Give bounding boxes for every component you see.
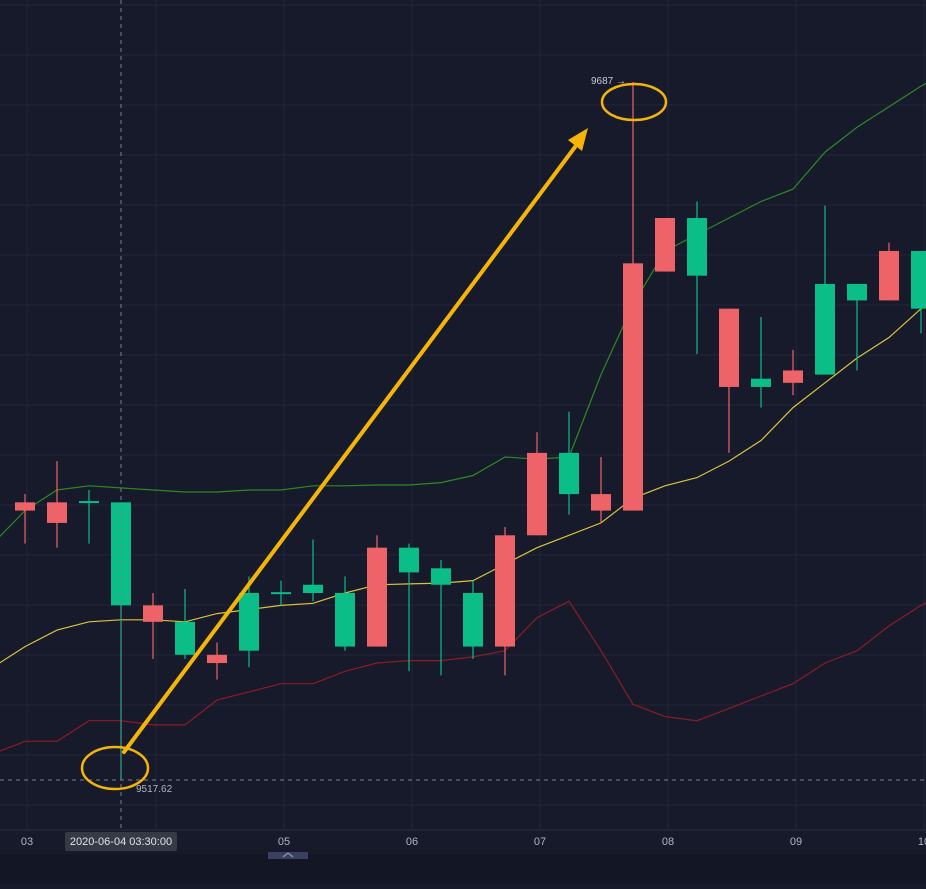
candle-body xyxy=(143,605,163,622)
x-tick-label: 06 xyxy=(406,836,418,848)
candle-body xyxy=(367,547,387,647)
crosshair: 9517.62 xyxy=(0,0,926,830)
crosshair-time-tag xyxy=(65,832,177,851)
candle-body xyxy=(815,283,835,375)
candle-down xyxy=(367,535,387,647)
candle-up xyxy=(303,539,323,602)
low-price-label: 9517.62 xyxy=(136,784,173,795)
time-axis[interactable]: 03040506070809102020-06-04 03:30:00 xyxy=(0,829,926,884)
x-tick-label: 07 xyxy=(534,836,546,848)
x-tick-label: 09 xyxy=(790,836,802,848)
candle-up xyxy=(463,580,483,659)
candle-body xyxy=(463,592,483,647)
candle-body xyxy=(495,535,515,647)
candle-body xyxy=(303,584,323,593)
candle-body xyxy=(47,502,67,523)
candle-down xyxy=(207,642,227,680)
candle-up xyxy=(239,576,259,668)
candle-body xyxy=(207,654,227,664)
candle-down xyxy=(47,461,67,548)
candle-body xyxy=(399,547,419,573)
candle-up xyxy=(751,316,771,408)
candle-body xyxy=(335,592,355,647)
candle-up xyxy=(335,576,355,651)
x-tick-label: 03 xyxy=(21,836,33,848)
candle-body xyxy=(719,308,739,387)
candle-down xyxy=(879,242,899,301)
candle-up xyxy=(79,489,99,544)
high-price-label: 9687 → xyxy=(591,76,626,87)
candle-down xyxy=(719,308,739,453)
x-tick-label: 05 xyxy=(278,836,290,848)
candle-down xyxy=(655,217,675,272)
candle-body xyxy=(15,502,35,511)
low-circle-annotation[interactable] xyxy=(80,745,150,791)
candle-body xyxy=(559,452,579,495)
candle-body xyxy=(239,592,259,651)
candle-up xyxy=(431,560,451,676)
candle-down xyxy=(527,432,547,536)
bottom-panel xyxy=(0,854,926,884)
candle-up xyxy=(559,411,579,515)
candle-body xyxy=(687,217,707,276)
candle-down xyxy=(783,349,803,396)
candle-body xyxy=(911,250,926,309)
candle-up xyxy=(815,205,835,375)
candle-body xyxy=(879,250,899,301)
candle-body xyxy=(751,378,771,387)
candle-body xyxy=(655,217,675,272)
candles xyxy=(15,82,926,781)
x-tick-label: 10 xyxy=(918,836,926,848)
candle-up xyxy=(847,283,867,371)
candle-down xyxy=(495,527,515,676)
candle-body xyxy=(175,621,195,655)
trend-arrow-line[interactable] xyxy=(122,145,577,754)
candle-down xyxy=(143,592,163,659)
candle-body xyxy=(431,568,451,585)
candle-up xyxy=(175,588,195,659)
crosshair-time-label: 2020-06-04 03:30:00 xyxy=(70,836,172,848)
trend-arrow-head[interactable] xyxy=(568,128,588,151)
candle-down xyxy=(623,82,643,511)
chevron-up-icon xyxy=(282,852,294,858)
candle-down xyxy=(591,457,611,523)
candle-body xyxy=(783,370,803,383)
candle-body xyxy=(527,452,547,536)
high-circle-annotation[interactable] xyxy=(600,82,668,122)
x-tick-label: 08 xyxy=(662,836,674,848)
candle-body xyxy=(847,283,867,301)
candle-up xyxy=(687,201,707,354)
candle-body xyxy=(591,494,611,511)
candle-body xyxy=(623,263,643,511)
candle-up xyxy=(911,250,926,334)
scroll-handle[interactable] xyxy=(268,852,308,859)
candle-body xyxy=(271,592,291,595)
upper-band-line xyxy=(0,82,926,538)
candle-body xyxy=(79,501,99,504)
candle-up xyxy=(399,543,419,672)
candle-up xyxy=(271,580,291,606)
drawing-annotations[interactable]: 9687 → xyxy=(80,76,668,791)
candle-down xyxy=(15,494,35,544)
